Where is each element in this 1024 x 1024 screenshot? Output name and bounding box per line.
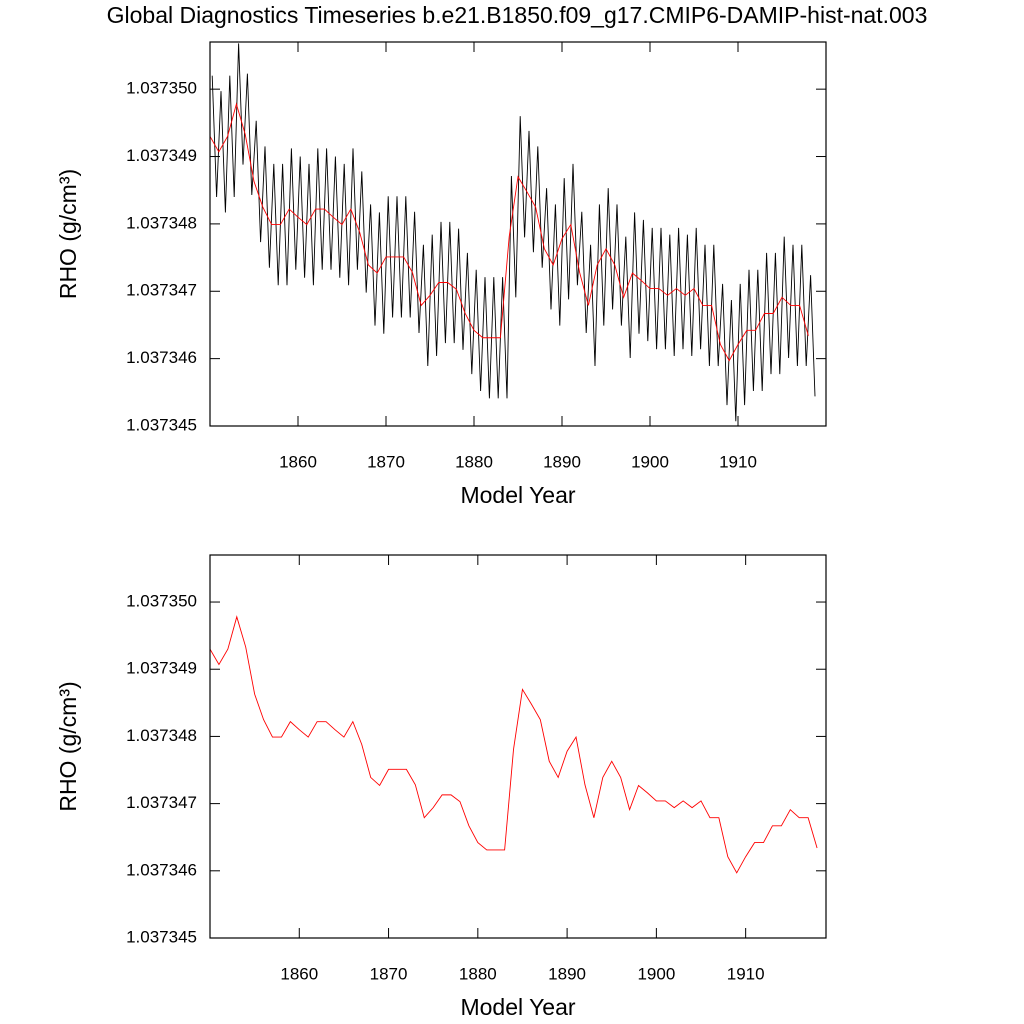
y-tick-label: 1.037345 — [126, 927, 197, 946]
y-axis-title: RHO (g/cm³) — [55, 169, 81, 299]
y-tick-label: 1.037350 — [126, 79, 197, 98]
x-tick-label: 1910 — [719, 452, 757, 471]
x-tick-label: 1880 — [455, 452, 493, 471]
x-tick-label: 1870 — [367, 452, 405, 471]
x-tick-label: 1880 — [459, 964, 497, 983]
plot-area — [210, 615, 818, 874]
x-axis-title: Model Year — [460, 994, 575, 1020]
plot-frame — [209, 554, 827, 939]
y-tick-label: 1.037347 — [126, 281, 197, 300]
y-tick-label: 1.037347 — [126, 793, 197, 812]
x-tick-label: 1870 — [370, 964, 408, 983]
y-tick-label: 1.037346 — [126, 348, 197, 367]
y-tick-label: 1.037348 — [126, 726, 197, 745]
y-tick-label: 1.037349 — [126, 659, 197, 678]
y-tick-label: 1.037346 — [126, 860, 197, 879]
plot-area — [210, 43, 816, 422]
y-axis-title: RHO (g/cm³) — [55, 681, 81, 811]
x-tick-label: 1900 — [637, 964, 675, 983]
x-tick-label: 1900 — [631, 452, 669, 471]
data-line — [210, 615, 818, 874]
data-line — [211, 43, 816, 422]
data-line — [210, 102, 809, 362]
y-tick-label: 1.037348 — [126, 213, 197, 232]
x-tick-label: 1890 — [543, 452, 581, 471]
x-tick-label: 1890 — [548, 964, 586, 983]
plot-frame — [209, 41, 827, 427]
y-tick-label: 1.037350 — [126, 592, 197, 611]
x-tick-label: 1910 — [727, 964, 765, 983]
y-tick-label: 1.037349 — [126, 146, 197, 165]
x-tick-label: 1860 — [279, 452, 317, 471]
chart-title: Global Diagnostics Timeseries b.e21.B185… — [107, 2, 928, 28]
x-axis-title: Model Year — [460, 482, 575, 508]
y-tick-label: 1.037345 — [126, 415, 197, 434]
x-tick-label: 1860 — [280, 964, 318, 983]
